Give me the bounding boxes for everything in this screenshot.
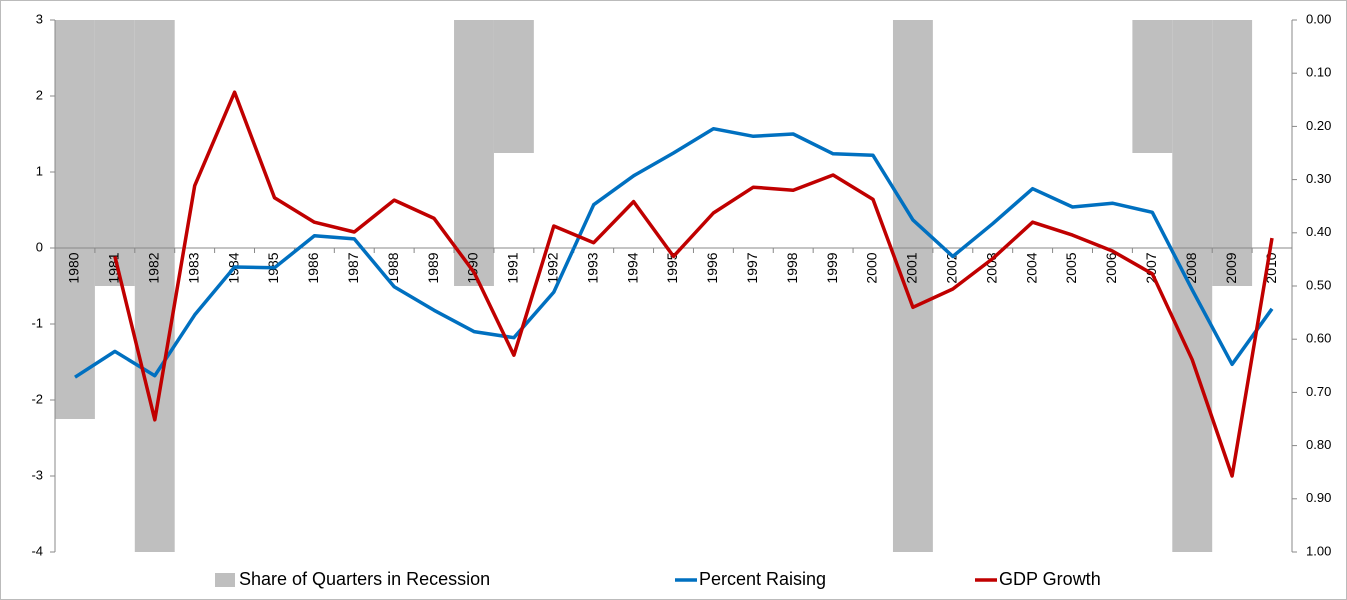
bar [454,20,494,286]
y-tick-label: -2 [31,391,43,406]
x-tick-label: 1992 [544,252,560,283]
x-tick-label: 2006 [1103,252,1119,283]
bar [55,20,95,419]
x-tick-label: 1998 [784,252,800,283]
y2-tick-label: 0.60 [1306,331,1331,346]
x-tick-label: 1997 [744,252,760,283]
y-tick-label: 1 [36,163,43,178]
legend-swatch [215,573,235,587]
bar [1212,20,1253,286]
y-tick-label: 3 [36,11,43,26]
y-tick-label: -3 [31,467,43,482]
x-tick-label: 1996 [704,252,720,283]
y2-tick-label: 0.70 [1306,384,1331,399]
x-tick-label: 1986 [305,252,321,283]
y2-tick-label: 0.40 [1306,224,1331,239]
x-tick-label: 2001 [904,252,920,283]
x-tick-label: 1980 [66,252,82,283]
y2-tick-label: 0.00 [1306,11,1331,26]
bar [1132,20,1173,153]
x-tick-label: 1999 [824,252,840,283]
x-tick-label: 2008 [1183,252,1199,283]
x-tick-label: 2000 [864,252,880,283]
y2-tick-label: 0.80 [1306,437,1331,452]
y-tick-label: -1 [31,315,43,330]
y2-tick-label: 0.10 [1306,65,1331,80]
x-tick-label: 2004 [1023,252,1039,283]
y2-tick-label: 0.90 [1306,490,1331,505]
bar [1172,20,1213,552]
bar [493,20,534,153]
y2-tick-label: 0.50 [1306,277,1331,292]
y2-tick-label: 1.00 [1306,543,1331,558]
y-tick-label: 2 [36,87,43,102]
x-tick-label: 1989 [425,252,441,283]
legend-label: Share of Quarters in Recession [239,569,490,589]
line [113,90,1274,478]
x-tick-label: 1983 [185,252,201,283]
legend-label: Percent Raising [699,569,826,589]
x-tick-label: 1994 [624,252,640,283]
x-tick-label: 2009 [1223,252,1239,283]
x-tick-label: 1988 [385,252,401,283]
x-tick-label: 2005 [1063,252,1079,283]
x-tick-label: 1993 [584,252,600,283]
x-tick-label: 1982 [145,252,161,283]
bar [134,20,175,552]
y2-tick-label: 0.20 [1306,118,1331,133]
y2-tick-label: 0.30 [1306,171,1331,186]
bar [892,20,933,552]
x-tick-label: 1995 [664,252,680,283]
y-tick-label: -4 [31,543,43,558]
x-tick-label: 2002 [944,252,960,283]
y-tick-label: 0 [36,239,43,254]
line [74,126,1274,379]
x-tick-label: 1987 [345,252,361,283]
x-tick-label: 2003 [983,252,999,283]
bar [94,20,135,286]
x-tick-label: 1991 [505,252,521,283]
legend-label: GDP Growth [999,569,1101,589]
